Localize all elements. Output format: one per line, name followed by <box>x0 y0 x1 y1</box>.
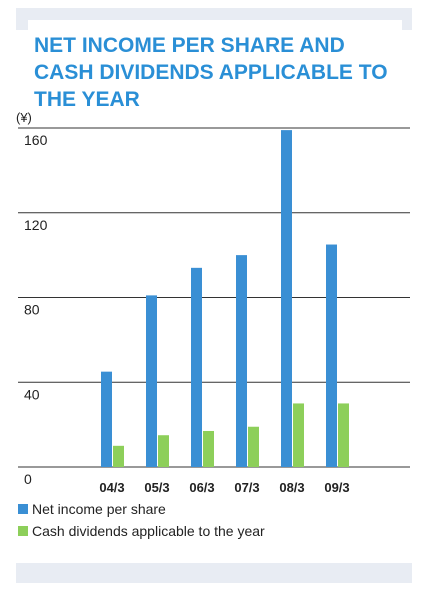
x-tick-label: 07/3 <box>234 480 259 495</box>
bar <box>203 430 214 467</box>
frame-inner <box>28 20 402 34</box>
x-tick-label: 05/3 <box>144 480 169 495</box>
frame-bottom <box>16 563 412 583</box>
bar <box>236 255 247 467</box>
x-tick-label: 08/3 <box>279 480 304 495</box>
y-tick-label: 80 <box>24 302 40 318</box>
bar <box>101 371 112 467</box>
legend-swatch <box>18 526 28 536</box>
y-tick-label: 120 <box>24 217 48 233</box>
x-tick-label: 06/3 <box>189 480 214 495</box>
y-tick-label: 0 <box>24 471 32 487</box>
x-tick-label: 09/3 <box>324 480 349 495</box>
x-tick-label: 04/3 <box>99 480 124 495</box>
bar <box>158 435 169 467</box>
bar <box>146 295 157 467</box>
legend-swatch <box>18 504 28 514</box>
bar <box>281 130 292 467</box>
chart-title: THE YEAR <box>34 88 140 111</box>
y-unit: (¥) <box>16 110 32 125</box>
bar <box>326 244 337 467</box>
y-tick-label: 40 <box>24 386 40 402</box>
chart-title: NET INCOME PER SHARE AND <box>34 34 345 57</box>
bar <box>191 267 202 467</box>
legend-label: Cash dividends applicable to the year <box>32 523 265 539</box>
bar <box>248 426 259 467</box>
bar <box>338 403 349 467</box>
y-tick-label: 160 <box>24 132 48 148</box>
legend-label: Net income per share <box>32 501 166 517</box>
bar <box>293 403 304 467</box>
bar <box>113 445 124 467</box>
chart-title: CASH DIVIDENDS APPLICABLE TO <box>34 61 388 84</box>
